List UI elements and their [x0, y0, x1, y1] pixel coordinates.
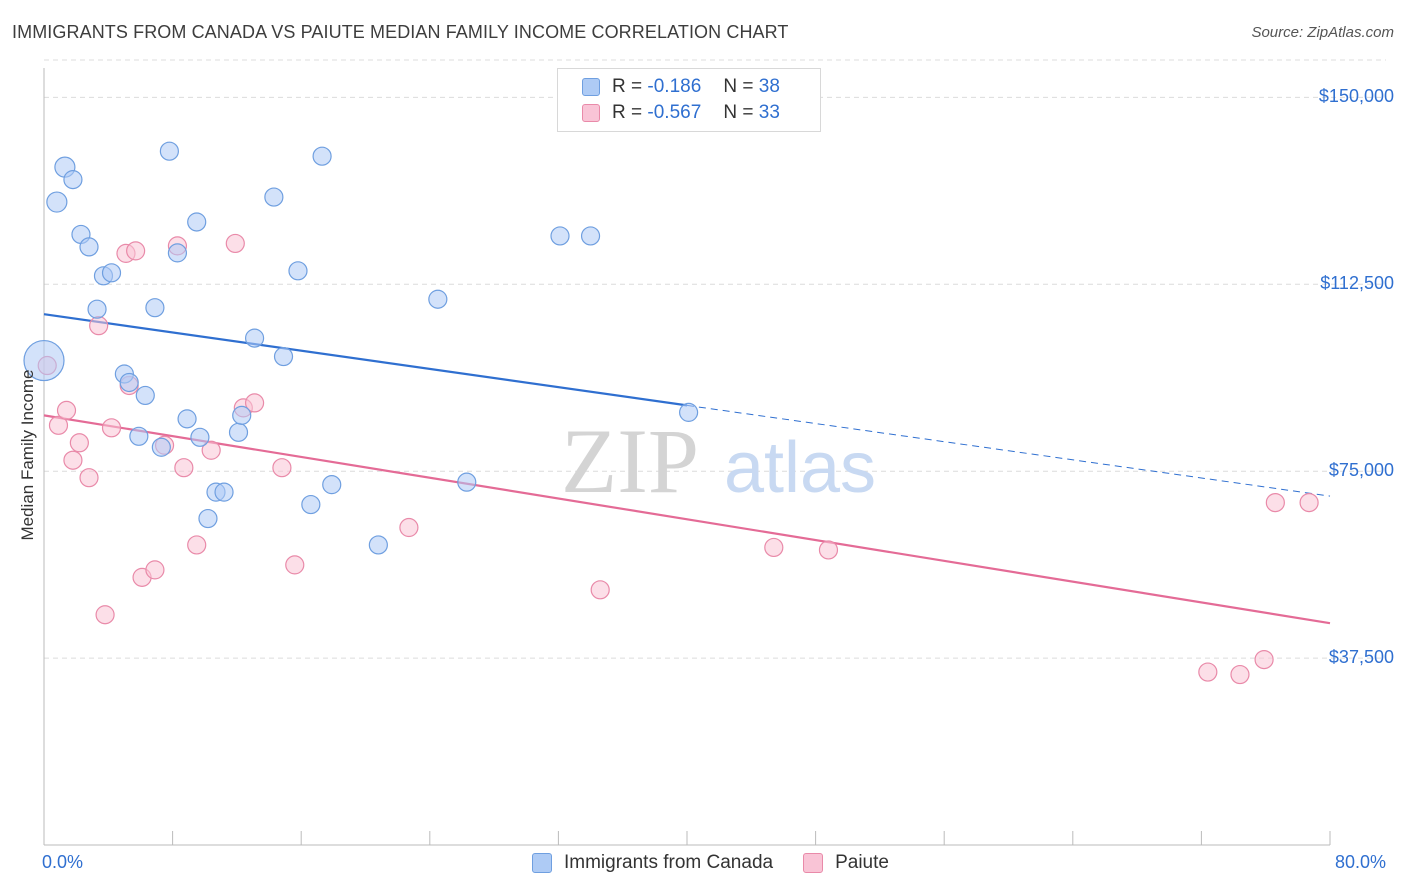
data-point	[818, 540, 839, 560]
legend-swatch-canada	[582, 78, 600, 96]
data-point	[126, 241, 146, 261]
data-point	[272, 458, 292, 478]
data-point	[48, 415, 69, 435]
data-point	[151, 437, 171, 457]
data-point	[679, 402, 699, 422]
y-tick-label: $112,500	[1320, 273, 1394, 294]
data-point	[177, 409, 197, 429]
data-point	[119, 372, 139, 393]
data-point	[368, 535, 388, 555]
trend-line-extension-0	[686, 404, 1331, 497]
data-point	[550, 226, 570, 246]
data-point	[285, 555, 305, 575]
data-point	[590, 580, 610, 600]
data-point	[89, 316, 109, 336]
data-point	[228, 422, 249, 442]
data-point	[1230, 664, 1250, 685]
data-point	[201, 440, 221, 460]
data-point	[225, 233, 245, 254]
data-point	[159, 141, 179, 161]
legend-label-canada: Immigrants from Canada	[564, 852, 774, 873]
data-point	[129, 426, 149, 446]
data-point	[69, 433, 89, 453]
data-point	[428, 289, 448, 309]
legend-item-paiute: Paiute	[803, 852, 889, 874]
data-point	[312, 146, 332, 166]
data-point	[764, 537, 784, 558]
watermark-atlas: atlas	[724, 428, 876, 508]
data-points	[23, 141, 1319, 685]
data-point	[63, 170, 83, 190]
x-tick-max: 80.0%	[1335, 852, 1387, 872]
y-tick-label: $37,500	[1328, 647, 1394, 668]
legend-n-label: N =	[723, 102, 754, 123]
legend-swatch-paiute	[582, 104, 600, 122]
legend-r-label: R =	[612, 102, 643, 123]
data-point	[135, 385, 155, 406]
data-point	[63, 450, 83, 470]
data-point	[79, 237, 99, 257]
data-point	[580, 226, 601, 246]
data-point	[101, 263, 122, 283]
data-point	[399, 517, 419, 538]
data-point	[46, 191, 68, 213]
legend-row-paiute: R = -0.567 N = 33	[582, 100, 780, 126]
data-point	[1198, 662, 1218, 682]
grid-lines	[44, 59, 1386, 659]
data-point	[198, 508, 218, 529]
data-point	[167, 243, 188, 263]
axes	[43, 68, 1331, 846]
data-point	[244, 393, 265, 413]
data-point	[187, 212, 207, 232]
trend-line-0	[43, 313, 688, 407]
y-tick-label: $150,000	[1318, 86, 1394, 107]
legend-r-label: R =	[612, 76, 643, 97]
legend-row-canada: R = -0.186 N = 38	[582, 74, 780, 100]
data-point	[79, 468, 99, 488]
legend-label-paiute: Paiute	[835, 852, 889, 873]
legend-swatch-paiute	[803, 853, 824, 873]
data-point	[23, 339, 65, 382]
data-point	[187, 535, 207, 555]
watermark-zip: ZIP	[561, 410, 699, 512]
legend-swatch-canada	[532, 853, 552, 873]
data-point	[87, 299, 107, 319]
legend-n-label: N =	[723, 76, 754, 97]
data-point	[1299, 492, 1319, 513]
data-point	[145, 560, 165, 580]
legend-r-value-canada: -0.186	[647, 76, 702, 97]
trend-lines	[43, 313, 1331, 625]
data-point	[232, 405, 252, 425]
source-label: Source: ZipAtlas.com	[1251, 24, 1394, 41]
data-point	[273, 346, 294, 367]
data-point	[244, 328, 265, 348]
data-point	[101, 418, 122, 438]
data-point	[174, 458, 194, 478]
data-point	[214, 482, 234, 502]
y-axis-label: Median Family Income	[18, 369, 37, 541]
data-point	[190, 427, 210, 447]
legend-item-canada: Immigrants from Canada	[532, 852, 773, 874]
data-point	[95, 605, 115, 625]
data-point	[457, 472, 477, 492]
watermark: ZIP atlas	[561, 410, 876, 512]
data-point	[1254, 649, 1274, 670]
data-point	[288, 261, 308, 281]
series-legend: Immigrants from Canada Paiute	[532, 852, 919, 874]
legend-r-value-paiute: -0.567	[647, 102, 702, 123]
stats-legend: R = -0.186 N = 38 R = -0.567 N = 33	[557, 68, 821, 132]
data-point	[322, 475, 342, 495]
legend-n-value-paiute: 33	[758, 102, 780, 123]
data-point	[301, 494, 321, 515]
data-point	[1265, 492, 1285, 513]
legend-n-value-canada: 38	[758, 76, 780, 97]
chart-title: IMMIGRANTS FROM CANADA VS PAIUTE MEDIAN …	[12, 22, 789, 42]
data-point	[145, 298, 165, 318]
data-point	[264, 187, 284, 207]
trend-line-1	[43, 414, 1331, 625]
y-tick-label: $75,000	[1328, 460, 1394, 481]
data-point	[56, 400, 77, 420]
x-tick-min: 0.0%	[42, 852, 84, 872]
